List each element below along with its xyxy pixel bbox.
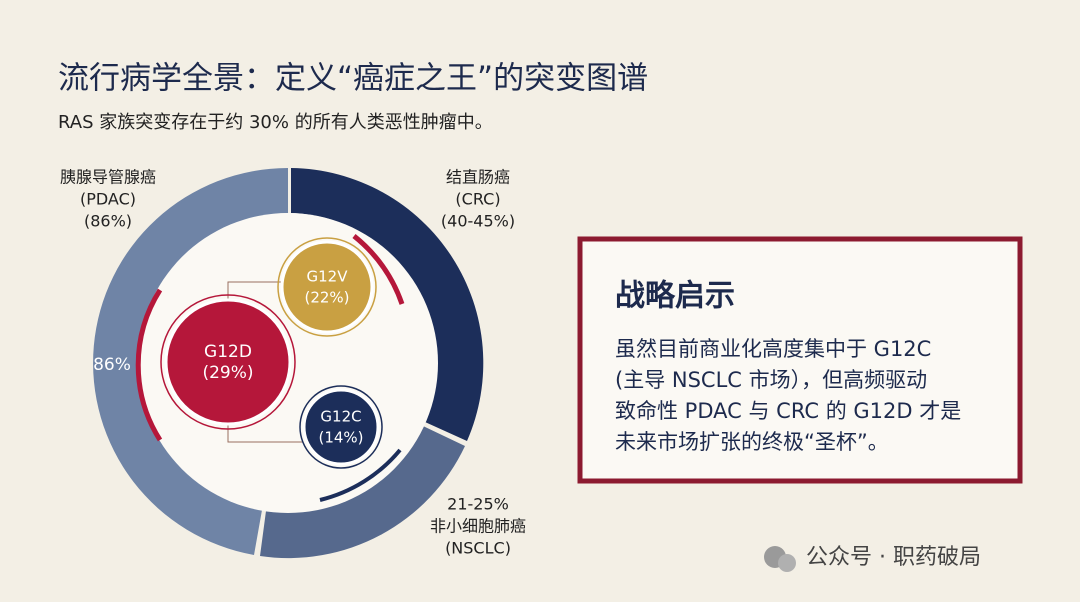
segment-labels: 胰腺导管腺癌 (PDAC) (86%) 结直肠癌 (CRC) (40-45%) 21-25%… bbox=[60, 168, 526, 558]
title: 流行病学全景：定义“癌症之王”的突变图谱 bbox=[58, 61, 648, 97]
g12v-bubble bbox=[280, 240, 374, 334]
g12d-arc bbox=[135, 288, 163, 442]
subtitle: RAS 家族突变存在于约 30% 的所有人类恶性肿瘤中。 bbox=[58, 112, 493, 133]
g12c-arc bbox=[319, 448, 402, 502]
crc-segment bbox=[291, 168, 484, 441]
segment-label: (40-45%) bbox=[441, 212, 515, 231]
mutation-share: (14%) bbox=[318, 429, 363, 447]
wechat-icon bbox=[778, 554, 796, 572]
pdac-segment bbox=[93, 168, 288, 555]
g12c-bubble bbox=[302, 388, 380, 466]
footer: 公众号 · 职药破局 bbox=[764, 545, 981, 572]
segment-label: 胰腺导管腺癌 bbox=[60, 168, 156, 187]
inner-label: 86% bbox=[93, 355, 131, 375]
callout-line: (主导 NSCLC 市场），但高频驱动 bbox=[615, 368, 927, 392]
mutation-name: G12D bbox=[204, 342, 252, 362]
segment-label: (PDAC) bbox=[80, 190, 136, 209]
callout-line: 致命性 PDAC 与 CRC 的 G12D 才是 bbox=[615, 399, 961, 423]
callout-line: 未来市场扩张的终极“圣杯”。 bbox=[615, 430, 889, 454]
callout-body: 虽然目前商业化高度集中于 G12C (主导 NSCLC 市场），但高频驱动致命性 … bbox=[615, 337, 961, 454]
mutation-share: (29%) bbox=[202, 363, 253, 383]
mutation-name: G12V bbox=[307, 268, 349, 286]
segment-label: (NSCLC) bbox=[445, 539, 511, 558]
mutation-name: G12C bbox=[320, 408, 361, 426]
segment-label: (86%) bbox=[84, 212, 132, 231]
callout-line: 虽然目前商业化高度集中于 G12C bbox=[615, 337, 931, 361]
g12v-ring bbox=[277, 237, 377, 337]
segment-label: 非小细胞肺癌 bbox=[430, 517, 526, 536]
nsclc-segment bbox=[260, 426, 465, 559]
segment-label: 结直肠癌 bbox=[446, 168, 510, 187]
segment-label: 21-25% bbox=[447, 495, 509, 514]
g12d-bubble bbox=[164, 298, 292, 426]
callout-title: 战略启示 bbox=[615, 279, 735, 314]
mutation-labels: G12D(29%) G12V (22%) G12C (14%) bbox=[202, 268, 363, 447]
segment-label: (CRC) bbox=[455, 190, 500, 209]
g12d-ring bbox=[160, 294, 296, 430]
callout-box bbox=[577, 236, 1023, 484]
g12c-ring bbox=[299, 385, 383, 469]
mutation-share: (22%) bbox=[304, 289, 349, 307]
footer-text: 公众号 · 职药破局 bbox=[806, 545, 981, 570]
g12v-arc bbox=[352, 234, 405, 305]
